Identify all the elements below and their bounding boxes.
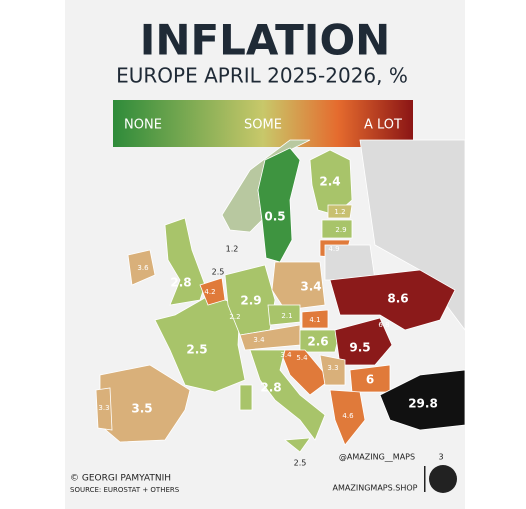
value-label: 2.8 bbox=[260, 381, 281, 395]
value-label: 3.3 bbox=[98, 404, 109, 412]
value-label: 4.2 bbox=[204, 288, 215, 296]
legend-bar bbox=[113, 100, 413, 147]
value-label: 2.5 bbox=[294, 459, 307, 468]
value-label: 1.2 bbox=[334, 208, 345, 216]
value-label: 2.9 bbox=[335, 226, 346, 234]
subtitle: EUROPE APRIL 2025-2026, % bbox=[116, 64, 408, 88]
value-label: 2.5 bbox=[212, 268, 225, 277]
handle: @AMAZING__MAPS bbox=[339, 453, 415, 462]
value-label: 3.6 bbox=[137, 264, 149, 272]
legend-label: A LOT bbox=[364, 118, 402, 133]
value-label: 2.6 bbox=[307, 335, 328, 349]
divider bbox=[424, 466, 426, 492]
source: SOURCE: EUROSTAT + OTHERS bbox=[70, 486, 180, 494]
value-label: 2.4 bbox=[319, 175, 340, 189]
value-label: 9.5 bbox=[349, 341, 370, 355]
value-label: 1.2 bbox=[226, 245, 239, 254]
value-label: 29.8 bbox=[408, 397, 438, 411]
legend-label: SOME bbox=[244, 118, 282, 133]
map bbox=[95, 139, 466, 453]
value-label: 3.3 bbox=[327, 364, 338, 372]
author: © GEORGI PAMYATNIH bbox=[70, 474, 171, 484]
map-labels: 0.5 2.4 1.2 2.9 4.9 1.2 3.6 2.8 2.5 4.2 … bbox=[98, 175, 443, 468]
value-label: 5.4 bbox=[296, 354, 308, 362]
value-label: 2.8 bbox=[170, 276, 191, 290]
value-label: 2.9 bbox=[240, 294, 261, 308]
value-label: 6 bbox=[366, 373, 374, 387]
value-label: 2.1 bbox=[281, 312, 292, 320]
value-label: 4.6 bbox=[342, 412, 354, 420]
value-label: 3.4 bbox=[280, 351, 292, 359]
logo bbox=[429, 465, 457, 493]
value-label: 8.6 bbox=[387, 292, 408, 306]
legend-label: NONE bbox=[124, 118, 162, 133]
value-label: 4.1 bbox=[309, 316, 320, 324]
website: AMAZINGMAPS.SHOP bbox=[333, 484, 418, 493]
value-label: 0.5 bbox=[264, 210, 285, 224]
value-label: 6.8 bbox=[378, 321, 389, 329]
value-label: 3.4 bbox=[253, 336, 265, 344]
value-label: 3 bbox=[438, 453, 443, 462]
value-label: 4.9 bbox=[328, 245, 339, 253]
value-label: 2.5 bbox=[186, 343, 207, 357]
value-label: 3.4 bbox=[300, 280, 321, 294]
value-label: 2.2 bbox=[229, 313, 240, 321]
title: INFLATION bbox=[140, 16, 391, 65]
value-label: 3.5 bbox=[131, 402, 152, 416]
